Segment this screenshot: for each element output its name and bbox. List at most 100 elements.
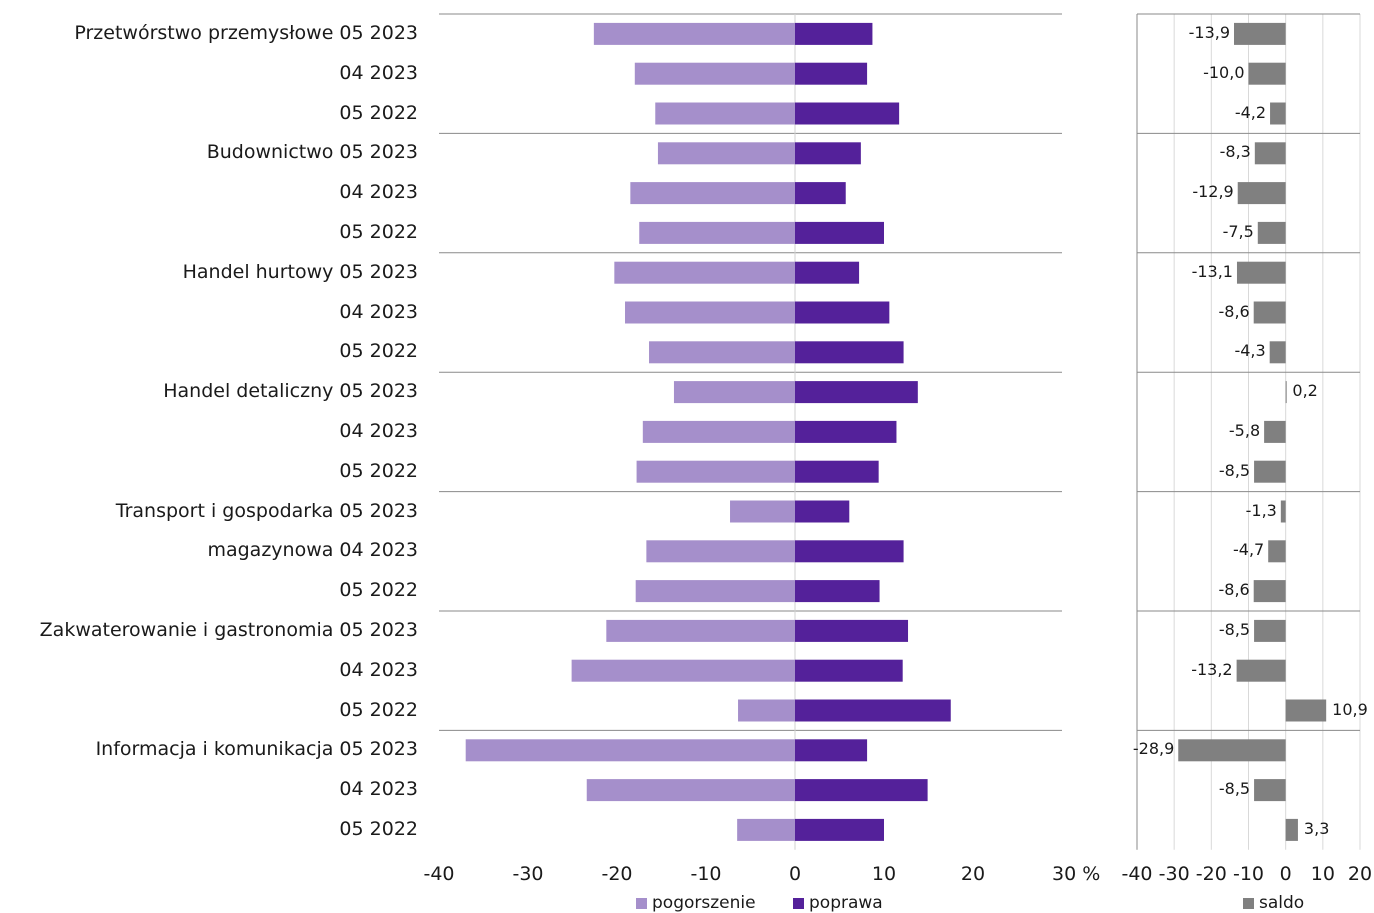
bar-pogorszenie [625,301,795,324]
bar-pogorszenie [630,182,795,205]
bar-saldo [1253,580,1286,603]
bar-pogorszenie [642,420,795,443]
bar-poprawa [795,818,884,841]
legend-label-pogorszenie: pogorszenie [652,893,756,913]
x-tick-label: -10 [690,863,722,885]
bar-poprawa [795,779,928,802]
bar-saldo [1254,460,1286,483]
data-label-saldo: -8,6 [1218,301,1250,321]
bar-pogorszenie [634,62,795,85]
bar-pogorszenie [465,739,795,762]
data-label-saldo: -8,6 [1218,580,1250,600]
x-tick-label: 0 [1279,863,1292,885]
category-label: 04 2023 [339,778,418,801]
data-label-saldo: -28,9 [1132,739,1175,759]
bar-pogorszenie [646,540,795,563]
bar-poprawa [795,261,860,284]
bar-saldo [1254,142,1286,165]
x-tick-label: 20 [960,863,986,885]
bar-saldo [1268,540,1286,563]
bar-saldo [1178,739,1286,762]
bar-saldo [1254,619,1286,642]
x-tick-label: 10 [1310,863,1335,885]
data-label-saldo: 10,9 [1332,699,1368,719]
bar-saldo [1236,261,1286,284]
bar-poprawa [795,500,850,523]
bar-pogorszenie [649,341,795,364]
legend-saldo: saldo [1243,893,1304,913]
bar-poprawa [795,659,903,682]
bar-saldo [1254,779,1286,802]
bar-saldo [1264,420,1286,443]
data-label-saldo: -8,5 [1218,779,1251,799]
bar-poprawa [795,540,904,563]
bar-pogorszenie [737,818,795,841]
x-tick-label: -30 [512,863,544,885]
category-label: 04 2023 [339,61,418,84]
bar-poprawa [795,420,897,443]
legend-label-poprawa: poprawa [809,893,883,913]
bar-poprawa [795,102,900,125]
bar-saldo [1269,341,1286,364]
data-label-saldo: -7,5 [1222,221,1254,241]
bar-saldo [1280,500,1286,523]
bar-pogorszenie [635,580,795,603]
data-label-saldo: -5,8 [1228,420,1261,440]
bar-saldo [1253,301,1286,324]
x-tick-label: -20 [1195,863,1227,885]
data-label-saldo: -4,2 [1234,102,1267,122]
category-label: Budownictwo 05 2023 [206,141,418,164]
bar-saldo [1237,182,1286,205]
bar-poprawa [795,221,884,244]
bar-saldo [1248,62,1286,85]
category-label: Informacja i komunikacja 05 2023 [95,738,418,761]
data-label-saldo: -12,9 [1192,182,1234,202]
bar-pogorszenie [639,221,795,244]
bar-poprawa [795,142,861,165]
x-tick-label: 10 [871,863,897,885]
category-label: 05 2022 [339,817,418,840]
data-label-saldo: -8,5 [1218,460,1251,480]
data-label-saldo: -4,7 [1232,540,1265,560]
category-label: 05 2022 [339,220,418,243]
legend-pogorszenie: pogorszenie [636,893,756,913]
bar-poprawa [795,381,918,404]
data-label-saldo: -8,3 [1219,142,1251,162]
bar-pogorszenie [730,500,795,523]
category-label: Zakwaterowanie i gastronomia 05 2023 [39,618,418,641]
data-label-saldo: 3,3 [1303,818,1330,838]
bar-pogorszenie [636,460,795,483]
bar-saldo [1285,381,1287,404]
bar-pogorszenie [673,381,795,404]
bar-poprawa [795,460,879,483]
bar-saldo [1285,699,1327,722]
legend-poprawa: poprawa [793,893,883,913]
bar-pogorszenie [586,779,795,802]
data-label-saldo: -8,5 [1218,619,1251,639]
category-label: 04 2023 [339,300,418,323]
category-label: 05 2022 [339,459,418,482]
bar-pogorszenie [614,261,795,284]
legend-label-saldo: saldo [1259,893,1305,913]
data-label-saldo: -10,0 [1203,62,1245,82]
bar-pogorszenie [655,102,795,125]
x-tick-label: -40 [423,863,455,885]
bar-poprawa [795,739,868,762]
bar-pogorszenie [657,142,795,165]
data-label-saldo: -4,3 [1234,341,1266,361]
x-tick-label: -30 [1158,863,1190,885]
data-label-saldo: -13,1 [1191,261,1233,281]
bar-pogorszenie [606,619,795,642]
bar-pogorszenie [593,22,795,45]
bar-poprawa [795,341,904,364]
data-label-saldo: -13,2 [1191,659,1233,679]
x-tick-label: -20 [601,863,633,885]
bar-saldo [1270,102,1286,125]
bar-poprawa [795,22,873,45]
bar-poprawa [795,699,951,722]
category-label: 05 2022 [339,340,418,363]
bar-poprawa [795,182,846,205]
data-label-saldo: -1,3 [1245,500,1277,520]
legend-swatch-pogorszenie [636,897,647,909]
bar-pogorszenie [738,699,795,722]
